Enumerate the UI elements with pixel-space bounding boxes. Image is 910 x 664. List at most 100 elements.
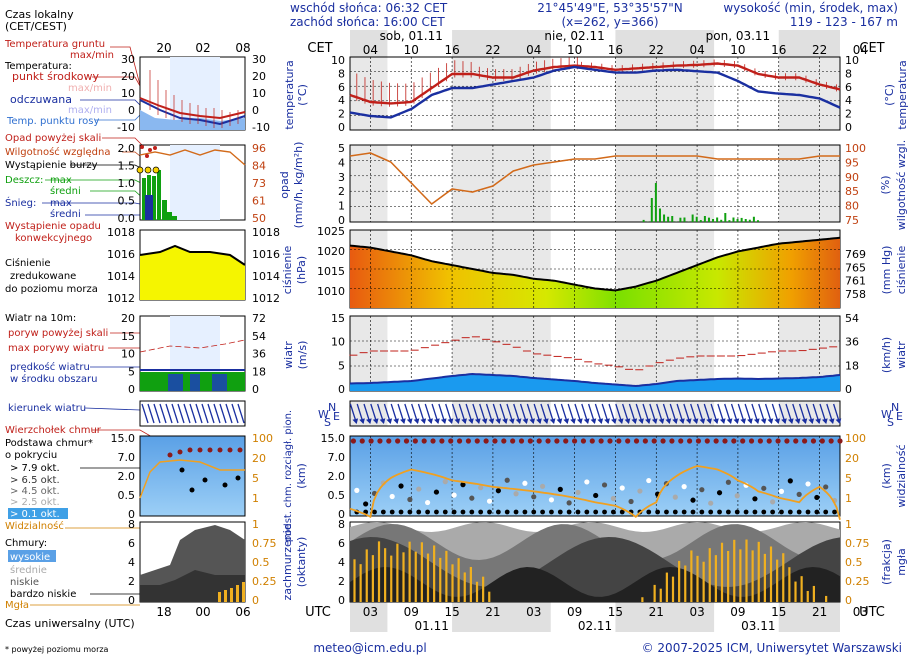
legend-y-tick: 8 [128, 518, 135, 531]
cloud-base-low-dot [602, 510, 607, 515]
wind-arrow-head [592, 419, 596, 423]
y-tick-label: 0.5 [845, 556, 863, 569]
y-tick-label: 15 [331, 312, 345, 325]
fog-bar [409, 542, 411, 602]
y-tick-label: 2 [338, 185, 345, 198]
cloud-top-dot [820, 438, 825, 443]
cloud-base-dot [761, 486, 766, 491]
fog-label: Mgła [5, 600, 29, 611]
bottom-hour-tick: 21 [649, 605, 664, 619]
y-tick-label: 758 [845, 288, 866, 301]
utc-tick: 06 [235, 605, 250, 619]
fog-bar [427, 554, 429, 602]
y-tick-label: 85 [845, 185, 859, 198]
cloud-base-low-dot [761, 510, 766, 515]
cov-axis-unit: (oktanty) [295, 537, 308, 588]
press-axis-unit: (hPa) [295, 256, 308, 284]
wind-arrow-head [612, 419, 616, 423]
cloud-base-low-dot [691, 510, 696, 515]
fog-bar [770, 546, 772, 602]
legend-y-tick: 54 [252, 330, 266, 343]
wind-arrow-head [435, 419, 439, 423]
wind-arrow-head [442, 419, 446, 423]
cloud-base-low-dot [434, 510, 439, 515]
utc-tick: 18 [156, 605, 171, 619]
cloud-base-low-dot [523, 510, 528, 515]
y-tick-label: 5 [338, 142, 345, 155]
fog-bar [372, 555, 374, 602]
vis-axis-label: widzialność [895, 444, 908, 507]
cloud-top-dot [740, 438, 745, 443]
cloud-base-dot [540, 484, 545, 489]
y-tick-label: 0 [338, 121, 345, 134]
fog-bar [703, 562, 705, 602]
precip-bar [724, 213, 726, 222]
legend-y-tick: 2 [128, 575, 135, 588]
cloud-base-low-dot [505, 510, 510, 515]
legend-y-tick: 50 [252, 212, 266, 225]
cloud-base-dot [797, 492, 802, 497]
cloud-top-dot [749, 438, 754, 443]
y-tick-label: 1020 [317, 245, 345, 258]
gust-dashes [349, 337, 837, 370]
press-axis-label: ciśnienie [281, 246, 294, 295]
legend-y-tick: 1.5 [118, 160, 136, 173]
legend-y-tick: 4 [128, 556, 135, 569]
y-tick-label: 1 [845, 492, 852, 505]
y-tick-label: 1025 [317, 225, 345, 238]
cloud-base-low-dot [390, 510, 395, 515]
fog-bar [776, 560, 778, 602]
okta-label: > 0.1 okt. [10, 509, 60, 520]
wind-arrow-head [558, 419, 562, 423]
cloud-top-dot [758, 438, 763, 443]
rain-avg-label: średni [50, 185, 81, 197]
cloud-top-dot [581, 438, 586, 443]
y-tick-label: 0.5 [328, 489, 346, 502]
cloud-base-low-dot [399, 510, 404, 515]
bottom-day-label: 02.11 [578, 619, 612, 633]
cloud-base-low-dot [531, 510, 536, 515]
fog-axis-unit: (frakcja) [880, 539, 893, 585]
cloud-base-low-dot [646, 510, 651, 515]
compass-e: E [333, 410, 340, 423]
footer-email[interactable]: meteo@icm.edu.pl [313, 641, 426, 655]
top-hour-tick: 22 [485, 43, 500, 57]
cloud-base-dot [805, 481, 810, 486]
wind-arrow-head [769, 419, 773, 423]
y-tick-label: 4 [338, 94, 345, 107]
wind-arrow-head [728, 419, 732, 423]
compass-s: S [324, 416, 331, 429]
footer-copyright: © 2007-2025 ICM, Uniwersytet Warszawski [642, 641, 902, 655]
bottom-hour-tick: 03 [689, 605, 704, 619]
wind-area-label: w środku obszaru [10, 373, 97, 385]
cloud-top-dot [625, 438, 630, 443]
cloud-base-dot [673, 495, 678, 500]
cloud-top-dot [607, 438, 612, 443]
y-tick-label: 7.0 [328, 451, 346, 464]
legend-y-tick: -10 [117, 121, 135, 134]
y-tick-label: 0.75 [845, 537, 870, 550]
cloud-top-dot [811, 438, 816, 443]
fog-bar [739, 549, 741, 602]
night-band [350, 145, 387, 222]
fog-bar [709, 548, 711, 602]
cloud-top-dot [731, 438, 736, 443]
sunset-text: zachód słońca: 16:00 CET [290, 15, 445, 29]
precip-grid [350, 145, 840, 222]
legend-y-tick: -10 [252, 121, 270, 134]
cloud-base-dot [699, 487, 704, 492]
local-tick: 02 [195, 41, 210, 55]
temp-mid-label: punkt środkowy [12, 70, 100, 83]
cloud-base-low-dot [814, 510, 819, 515]
cloud-base-dot [717, 490, 722, 495]
cloud-base-low-dot [443, 510, 448, 515]
snow-label: Śnieg: [5, 196, 36, 209]
cloud-base-low-dot [452, 510, 457, 515]
cloud-base-dot [416, 486, 421, 491]
cloud-base-low-dot [735, 510, 740, 515]
wind-arrow-head [571, 419, 575, 423]
legend-y-tick: 18 [252, 365, 266, 378]
precip-bar [749, 220, 751, 222]
fog-axis-label: mgła [895, 548, 908, 576]
elevation-title: wysokość (min, środek, max) [723, 1, 898, 15]
